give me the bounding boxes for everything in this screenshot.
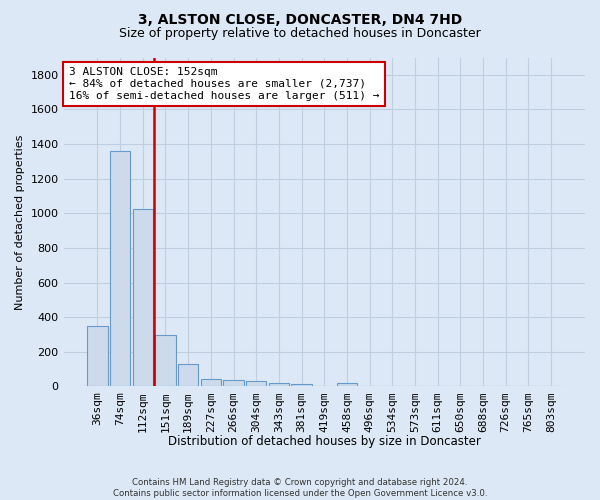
- Bar: [155, 336, 176, 386]
- Y-axis label: Number of detached properties: Number of detached properties: [15, 134, 25, 310]
- Bar: [133, 209, 153, 386]
- Bar: [292, 384, 312, 386]
- Bar: [87, 326, 107, 386]
- Bar: [269, 383, 289, 386]
- Text: Contains HM Land Registry data © Crown copyright and database right 2024.
Contai: Contains HM Land Registry data © Crown c…: [113, 478, 487, 498]
- Text: 3, ALSTON CLOSE, DONCASTER, DN4 7HD: 3, ALSTON CLOSE, DONCASTER, DN4 7HD: [138, 12, 462, 26]
- Bar: [337, 383, 357, 386]
- Bar: [223, 380, 244, 386]
- Text: 3 ALSTON CLOSE: 152sqm
← 84% of detached houses are smaller (2,737)
16% of semi-: 3 ALSTON CLOSE: 152sqm ← 84% of detached…: [69, 68, 379, 100]
- Bar: [200, 380, 221, 386]
- Bar: [246, 381, 266, 386]
- X-axis label: Distribution of detached houses by size in Doncaster: Distribution of detached houses by size …: [168, 434, 481, 448]
- Bar: [178, 364, 199, 386]
- Bar: [110, 151, 130, 386]
- Text: Size of property relative to detached houses in Doncaster: Size of property relative to detached ho…: [119, 28, 481, 40]
